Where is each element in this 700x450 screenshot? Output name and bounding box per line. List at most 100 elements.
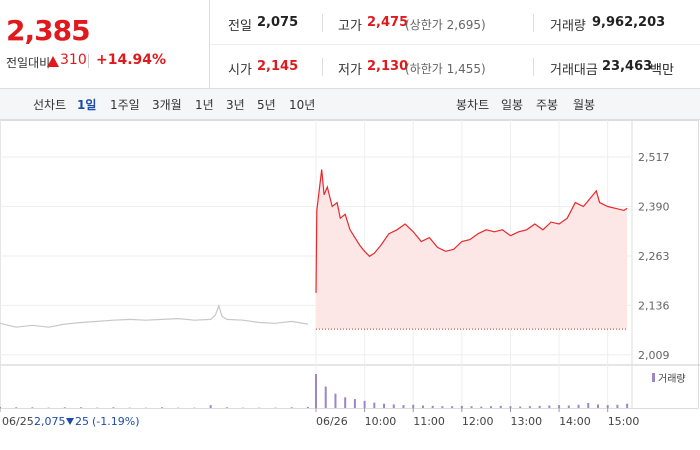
volume-bar <box>606 405 609 408</box>
volume-bar <box>353 399 356 408</box>
volume-bar <box>616 404 619 408</box>
volume-bar <box>80 407 83 408</box>
x-tick-label: 11:00 <box>413 415 445 428</box>
volume-bar <box>509 406 512 408</box>
candle-tab[interactable]: 월봉 <box>573 98 596 112</box>
volume-bar <box>112 407 115 408</box>
stat-value: 2,130 <box>367 59 409 74</box>
change: 310 <box>60 52 87 68</box>
stat-note: (상한가 2,695) <box>405 18 486 32</box>
price: 2,385 <box>6 14 91 47</box>
candle-tab[interactable]: 주봉 <box>536 98 559 112</box>
x-tick-label: 06/26 <box>316 415 348 428</box>
tab-bar <box>0 88 700 120</box>
volume-bar <box>441 406 444 408</box>
volume-bar <box>315 374 317 408</box>
volume-bar <box>431 405 434 408</box>
volume-bar <box>528 406 531 408</box>
period-tab[interactable]: 3개월 <box>152 98 182 112</box>
volume-bar <box>63 407 66 408</box>
stat-value: 9,962,203 <box>592 15 666 30</box>
tab-label: 선차트 <box>33 98 67 112</box>
volume-bar <box>344 397 347 408</box>
y-tick-label: 2,263 <box>638 250 670 263</box>
volume-bar <box>548 405 551 408</box>
chart: 2,009 2,136 2,263 2,390 2,517 06/26 10:00 11:00… <box>0 120 700 428</box>
candle-tab[interactable]: 일봉 <box>501 98 524 112</box>
volume-bar <box>392 404 395 408</box>
legend-label: 거래량 <box>658 373 686 385</box>
y-tick-label: 2,009 <box>638 349 670 362</box>
up-icon <box>47 56 59 67</box>
stat-label: 시가 <box>228 63 252 78</box>
quote-box <box>0 0 210 88</box>
col-divider <box>322 14 323 32</box>
x-tick-label: 10:00 <box>365 415 397 428</box>
volume-bar <box>421 405 424 408</box>
stat-unit: 백만 <box>650 63 674 78</box>
volume-bar <box>460 405 463 408</box>
legend-swatch <box>652 373 655 382</box>
volume-bar <box>334 393 337 408</box>
stat-label: 고가 <box>338 19 362 34</box>
y-tick-label: 2,517 <box>638 151 670 164</box>
volume-bar <box>587 402 590 408</box>
volume-bar <box>519 406 522 408</box>
change-label: 전일대비 <box>6 56 51 70</box>
price-line <box>0 303 308 328</box>
volume-bar <box>0 406 1 408</box>
period-tab[interactable]: 10년 <box>289 98 316 112</box>
volume-bar <box>161 407 164 408</box>
volume-bar <box>324 386 327 408</box>
volume-bar <box>567 405 570 408</box>
period-tab[interactable]: 1주일 <box>110 98 140 112</box>
period-tab[interactable]: 5년 <box>257 98 276 112</box>
volume-bar <box>451 406 454 408</box>
period-tab[interactable]: 1년 <box>195 98 214 112</box>
tab-label: 봉차트 <box>456 98 490 112</box>
volume-bar <box>480 406 483 408</box>
stat-label: 전일 <box>228 19 252 34</box>
divider <box>88 54 89 68</box>
volume-bar <box>15 407 18 408</box>
period-tab[interactable]: 1일 <box>77 98 97 112</box>
volume-bar <box>499 405 502 408</box>
volume-bar <box>373 402 376 408</box>
volume-bar <box>290 407 293 408</box>
prev-change: 25 <box>75 415 89 428</box>
volume-bar <box>490 406 493 408</box>
price-line <box>315 169 628 293</box>
stat-label: 저가 <box>338 63 362 78</box>
x-tick-label: 06/25 <box>2 415 34 428</box>
period-tab[interactable]: 3년 <box>226 98 245 112</box>
col-divider <box>533 14 534 32</box>
stat-label: 거래량 <box>550 19 586 34</box>
volume-bar <box>538 405 541 408</box>
volume-bar <box>626 403 629 408</box>
volume-bar <box>363 400 366 408</box>
volume-bar <box>306 406 309 408</box>
stat-label: 거래대금 <box>550 63 598 78</box>
stat-value: 2,075 <box>257 15 299 30</box>
stat-value: 2,475 <box>367 15 409 30</box>
stat-value: 2,145 <box>257 59 299 74</box>
col-divider <box>533 58 534 76</box>
down-icon <box>66 418 74 425</box>
volume-bar <box>225 407 228 408</box>
volume-bar <box>470 406 473 408</box>
y-tick-label: 2,390 <box>638 200 670 213</box>
volume-bar <box>383 403 386 408</box>
col-divider <box>322 58 323 76</box>
volume-bar <box>577 404 580 408</box>
prev-close: 2,075 <box>34 415 66 428</box>
y-tick-label: 2,136 <box>638 299 670 312</box>
x-tick-label: 14:00 <box>559 415 591 428</box>
volume-bar <box>596 404 599 408</box>
x-tick-label: 12:00 <box>462 415 494 428</box>
stat-note: (하한가 1,455) <box>405 62 486 76</box>
x-tick-label: 15:00 <box>608 415 640 428</box>
volume-bar <box>31 407 34 408</box>
volume-bar <box>412 404 415 408</box>
prev-change-pct: (-1.19%) <box>92 415 140 428</box>
